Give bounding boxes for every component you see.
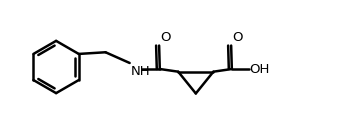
Text: O: O (160, 31, 171, 44)
Text: O: O (232, 31, 243, 44)
Text: NH: NH (130, 65, 150, 78)
Text: OH: OH (250, 62, 270, 76)
